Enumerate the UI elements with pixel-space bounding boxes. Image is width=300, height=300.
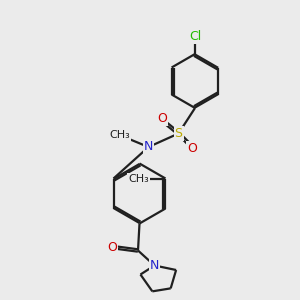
Text: CH₃: CH₃ (128, 173, 149, 184)
Text: N: N (144, 140, 153, 154)
Text: CH₃: CH₃ (110, 130, 130, 140)
Text: S: S (175, 127, 182, 140)
Text: O: O (187, 142, 197, 155)
Text: O: O (108, 241, 117, 254)
Text: N: N (150, 259, 159, 272)
Text: O: O (157, 112, 167, 125)
Text: Cl: Cl (189, 30, 201, 43)
